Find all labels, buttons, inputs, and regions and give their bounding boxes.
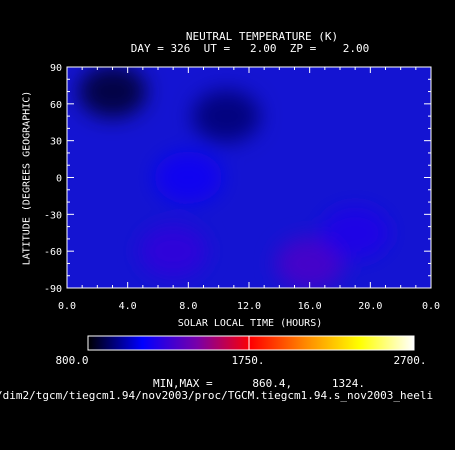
y-tick-label: -30 [44,210,62,221]
y-tick-label: -90 [44,284,62,295]
y-tick-label: 60 [50,100,62,111]
colorbar-mid-label: 1750. [231,354,265,367]
min-max-readout: MIN,MAX = 860.4, 1324. [153,377,365,390]
y-tick-label: 90 [50,63,62,74]
y-axis: 90 60 30 0 -30 -60 -90 [44,63,431,295]
x-tick-label: 8.0 [179,301,197,312]
heatmap-feature-4 [154,151,223,204]
chart-subtitle: DAY = 326 UT = 2.00 ZP = 2.00 [130,42,370,55]
y-tick-label: 0 [56,174,62,185]
x-tick-label: 20.0 [358,301,382,312]
y-tick-label: -60 [44,247,62,258]
x-tick-label: 16.0 [298,301,322,312]
source-file-path: /dim2/tgcm/tiegcm1.94/nov2003/proc/TGCM.… [0,390,434,402]
heatmap-feature-0 [78,67,147,118]
colorbar-max-label: 2700. [393,354,427,367]
x-axis-label: SOLAR LOCAL TIME (HOURS) [178,318,323,329]
colorbar-min-label: 800.0 [55,354,89,367]
heatmap-feature-1 [192,90,261,143]
heatmap-feature-2 [139,225,208,278]
heatmap-feature-5 [321,206,390,259]
heatmap-features [78,67,390,288]
y-tick-label: 30 [50,137,62,148]
colorbar [87,335,415,351]
x-tick-label: 4.0 [119,301,137,312]
x-tick-label: 12.0 [237,301,261,312]
chart-title: NEUTRAL TEMPERATURE (K) [185,30,339,43]
plot-area [66,66,432,289]
x-tick-label: 0.0 [58,301,76,312]
y-axis-label: LATITUDE (DEGREES GEOGRAPHIC) [21,90,33,266]
x-tick-label: 0.0 [422,301,440,312]
colorbar-bar [87,335,415,351]
heatmap-feature-3 [275,237,344,288]
x-axis: 0.0 4.0 8.0 12.0 16.0 20.0 0.0 [58,67,440,312]
